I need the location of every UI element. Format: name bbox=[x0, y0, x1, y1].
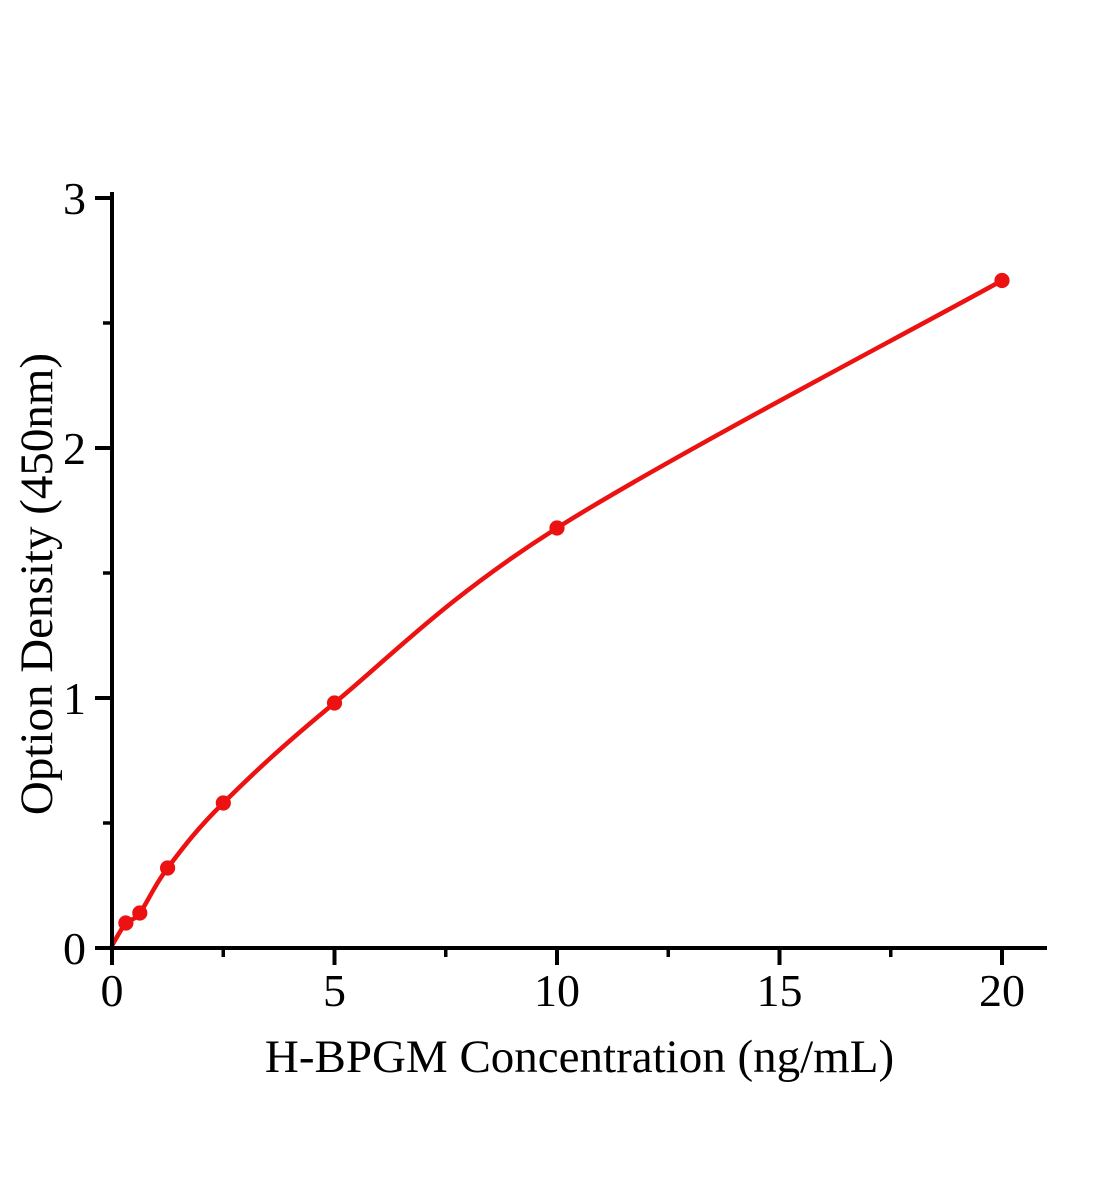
y-tick-label-2: 2 bbox=[63, 423, 86, 474]
x-tick-label-10: 10 bbox=[534, 965, 580, 1016]
data-point-marker bbox=[994, 272, 1010, 289]
data-point-marker bbox=[326, 695, 343, 711]
x-tick-label-15: 15 bbox=[757, 965, 803, 1016]
data-point-marker bbox=[215, 795, 231, 811]
x-tick-label-5: 5 bbox=[323, 965, 346, 1016]
data-point-marker bbox=[118, 915, 134, 931]
data-point-marker bbox=[160, 860, 176, 876]
standard-curve-line bbox=[109, 278, 1005, 948]
y-tick-label-1: 1 bbox=[63, 673, 86, 724]
y-axis-title: Option Density (450nm) bbox=[11, 352, 63, 816]
x-axis-title: H-BPGM Concentration (ng/mL) bbox=[264, 1031, 895, 1083]
x-tick-label-20: 20 bbox=[979, 965, 1025, 1016]
data-point-marker bbox=[132, 905, 148, 921]
x-tick-label-0: 0 bbox=[101, 965, 124, 1016]
data-point-marker bbox=[549, 520, 565, 536]
y-tick-label-3: 3 bbox=[63, 173, 86, 224]
y-tick-label-0: 0 bbox=[63, 923, 86, 974]
